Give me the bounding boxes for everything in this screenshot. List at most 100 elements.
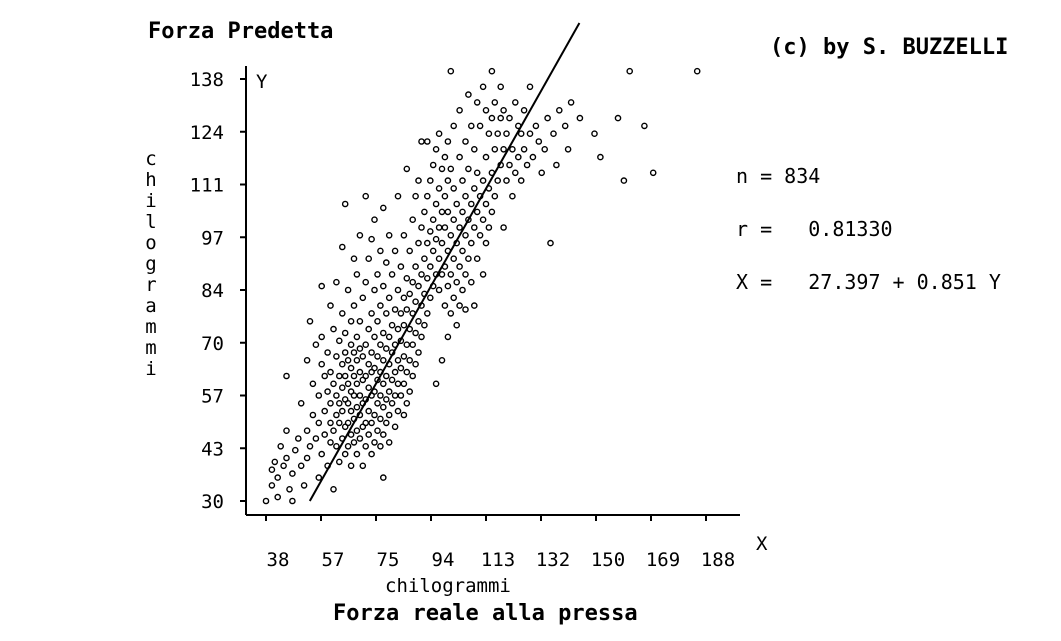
data-point (438, 271, 446, 278)
data-point (274, 493, 282, 501)
data-point (394, 286, 402, 294)
data-point (497, 114, 505, 122)
data-point (415, 239, 422, 247)
data-point (347, 431, 355, 438)
data-point (277, 442, 285, 450)
data-point (335, 337, 343, 345)
data-point (335, 419, 343, 427)
data-point (321, 372, 329, 380)
data-point (400, 231, 408, 239)
data-point (330, 380, 337, 388)
data-point (312, 435, 320, 442)
data-point (403, 165, 411, 173)
data-point (512, 169, 519, 177)
data-point (347, 407, 355, 415)
data-point (347, 341, 355, 349)
data-point (591, 130, 598, 137)
data-point (435, 286, 443, 294)
data-point (333, 353, 340, 360)
data-point (406, 388, 414, 395)
data-point (368, 310, 375, 317)
y-axis-label: chilogrammi (145, 148, 156, 380)
data-point (423, 192, 431, 200)
data-point (409, 216, 417, 223)
data-point (271, 458, 279, 466)
data-point (421, 208, 428, 216)
data-point (465, 216, 472, 223)
data-point (564, 145, 572, 153)
data-point (294, 435, 302, 442)
x-axis-letter: X (756, 533, 768, 555)
y-axis-label-char: a (145, 295, 156, 317)
data-point (382, 310, 390, 317)
data-point (397, 392, 405, 399)
data-point (444, 333, 452, 341)
data-point (362, 341, 370, 349)
data-point (382, 396, 390, 403)
data-point (403, 274, 411, 282)
data-point (409, 341, 417, 349)
data-point (406, 247, 414, 255)
chart-title: Forza Predetta (148, 19, 333, 44)
data-point (353, 380, 361, 388)
data-point (532, 122, 540, 130)
data-point (491, 192, 499, 200)
data-point (388, 271, 396, 278)
data-point (400, 353, 408, 360)
data-point (476, 231, 484, 239)
x-axis-subtitle: Forza reale alla pressa (333, 601, 638, 626)
copyright-text: (c) by S. BUZZELLI (770, 35, 1008, 60)
data-point (391, 392, 399, 399)
data-point (535, 138, 543, 145)
data-point (473, 255, 481, 263)
data-point (350, 302, 358, 309)
data-point (330, 427, 337, 435)
data-point (379, 282, 387, 290)
data-point (550, 130, 557, 137)
data-point (509, 145, 516, 153)
data-point (330, 485, 337, 493)
data-point (517, 130, 525, 137)
data-point (418, 224, 425, 231)
data-point (465, 255, 472, 263)
data-point (418, 271, 425, 278)
data-point (485, 224, 493, 231)
data-point (338, 407, 346, 415)
data-point (315, 392, 323, 399)
data-point (377, 302, 384, 309)
data-point (509, 192, 516, 200)
data-point (614, 114, 622, 122)
data-point (365, 431, 373, 438)
data-point (485, 130, 493, 137)
y-tick-label: 84 (201, 280, 224, 302)
data-point (693, 67, 701, 75)
data-point (494, 130, 502, 137)
data-point (350, 439, 358, 446)
data-point (438, 239, 446, 247)
data-point (385, 388, 393, 395)
data-point (374, 399, 381, 407)
data-point (462, 306, 469, 313)
data-point (453, 321, 461, 329)
data-point (397, 364, 405, 372)
data-point (353, 271, 361, 278)
data-point (450, 255, 458, 263)
data-point (459, 208, 466, 216)
data-point (289, 470, 296, 477)
data-point (309, 380, 317, 388)
data-point (394, 192, 402, 200)
data-point (435, 224, 443, 231)
data-point (406, 290, 414, 298)
data-point (435, 130, 443, 137)
data-point (356, 392, 364, 399)
data-point (456, 224, 463, 231)
data-point (362, 419, 370, 427)
data-point (426, 263, 434, 270)
data-point (447, 231, 455, 239)
data-point (356, 317, 364, 325)
data-point (547, 239, 554, 247)
y-axis-label-char: o (145, 232, 156, 254)
data-point (365, 407, 373, 415)
data-point (397, 310, 405, 317)
data-point (491, 99, 499, 106)
